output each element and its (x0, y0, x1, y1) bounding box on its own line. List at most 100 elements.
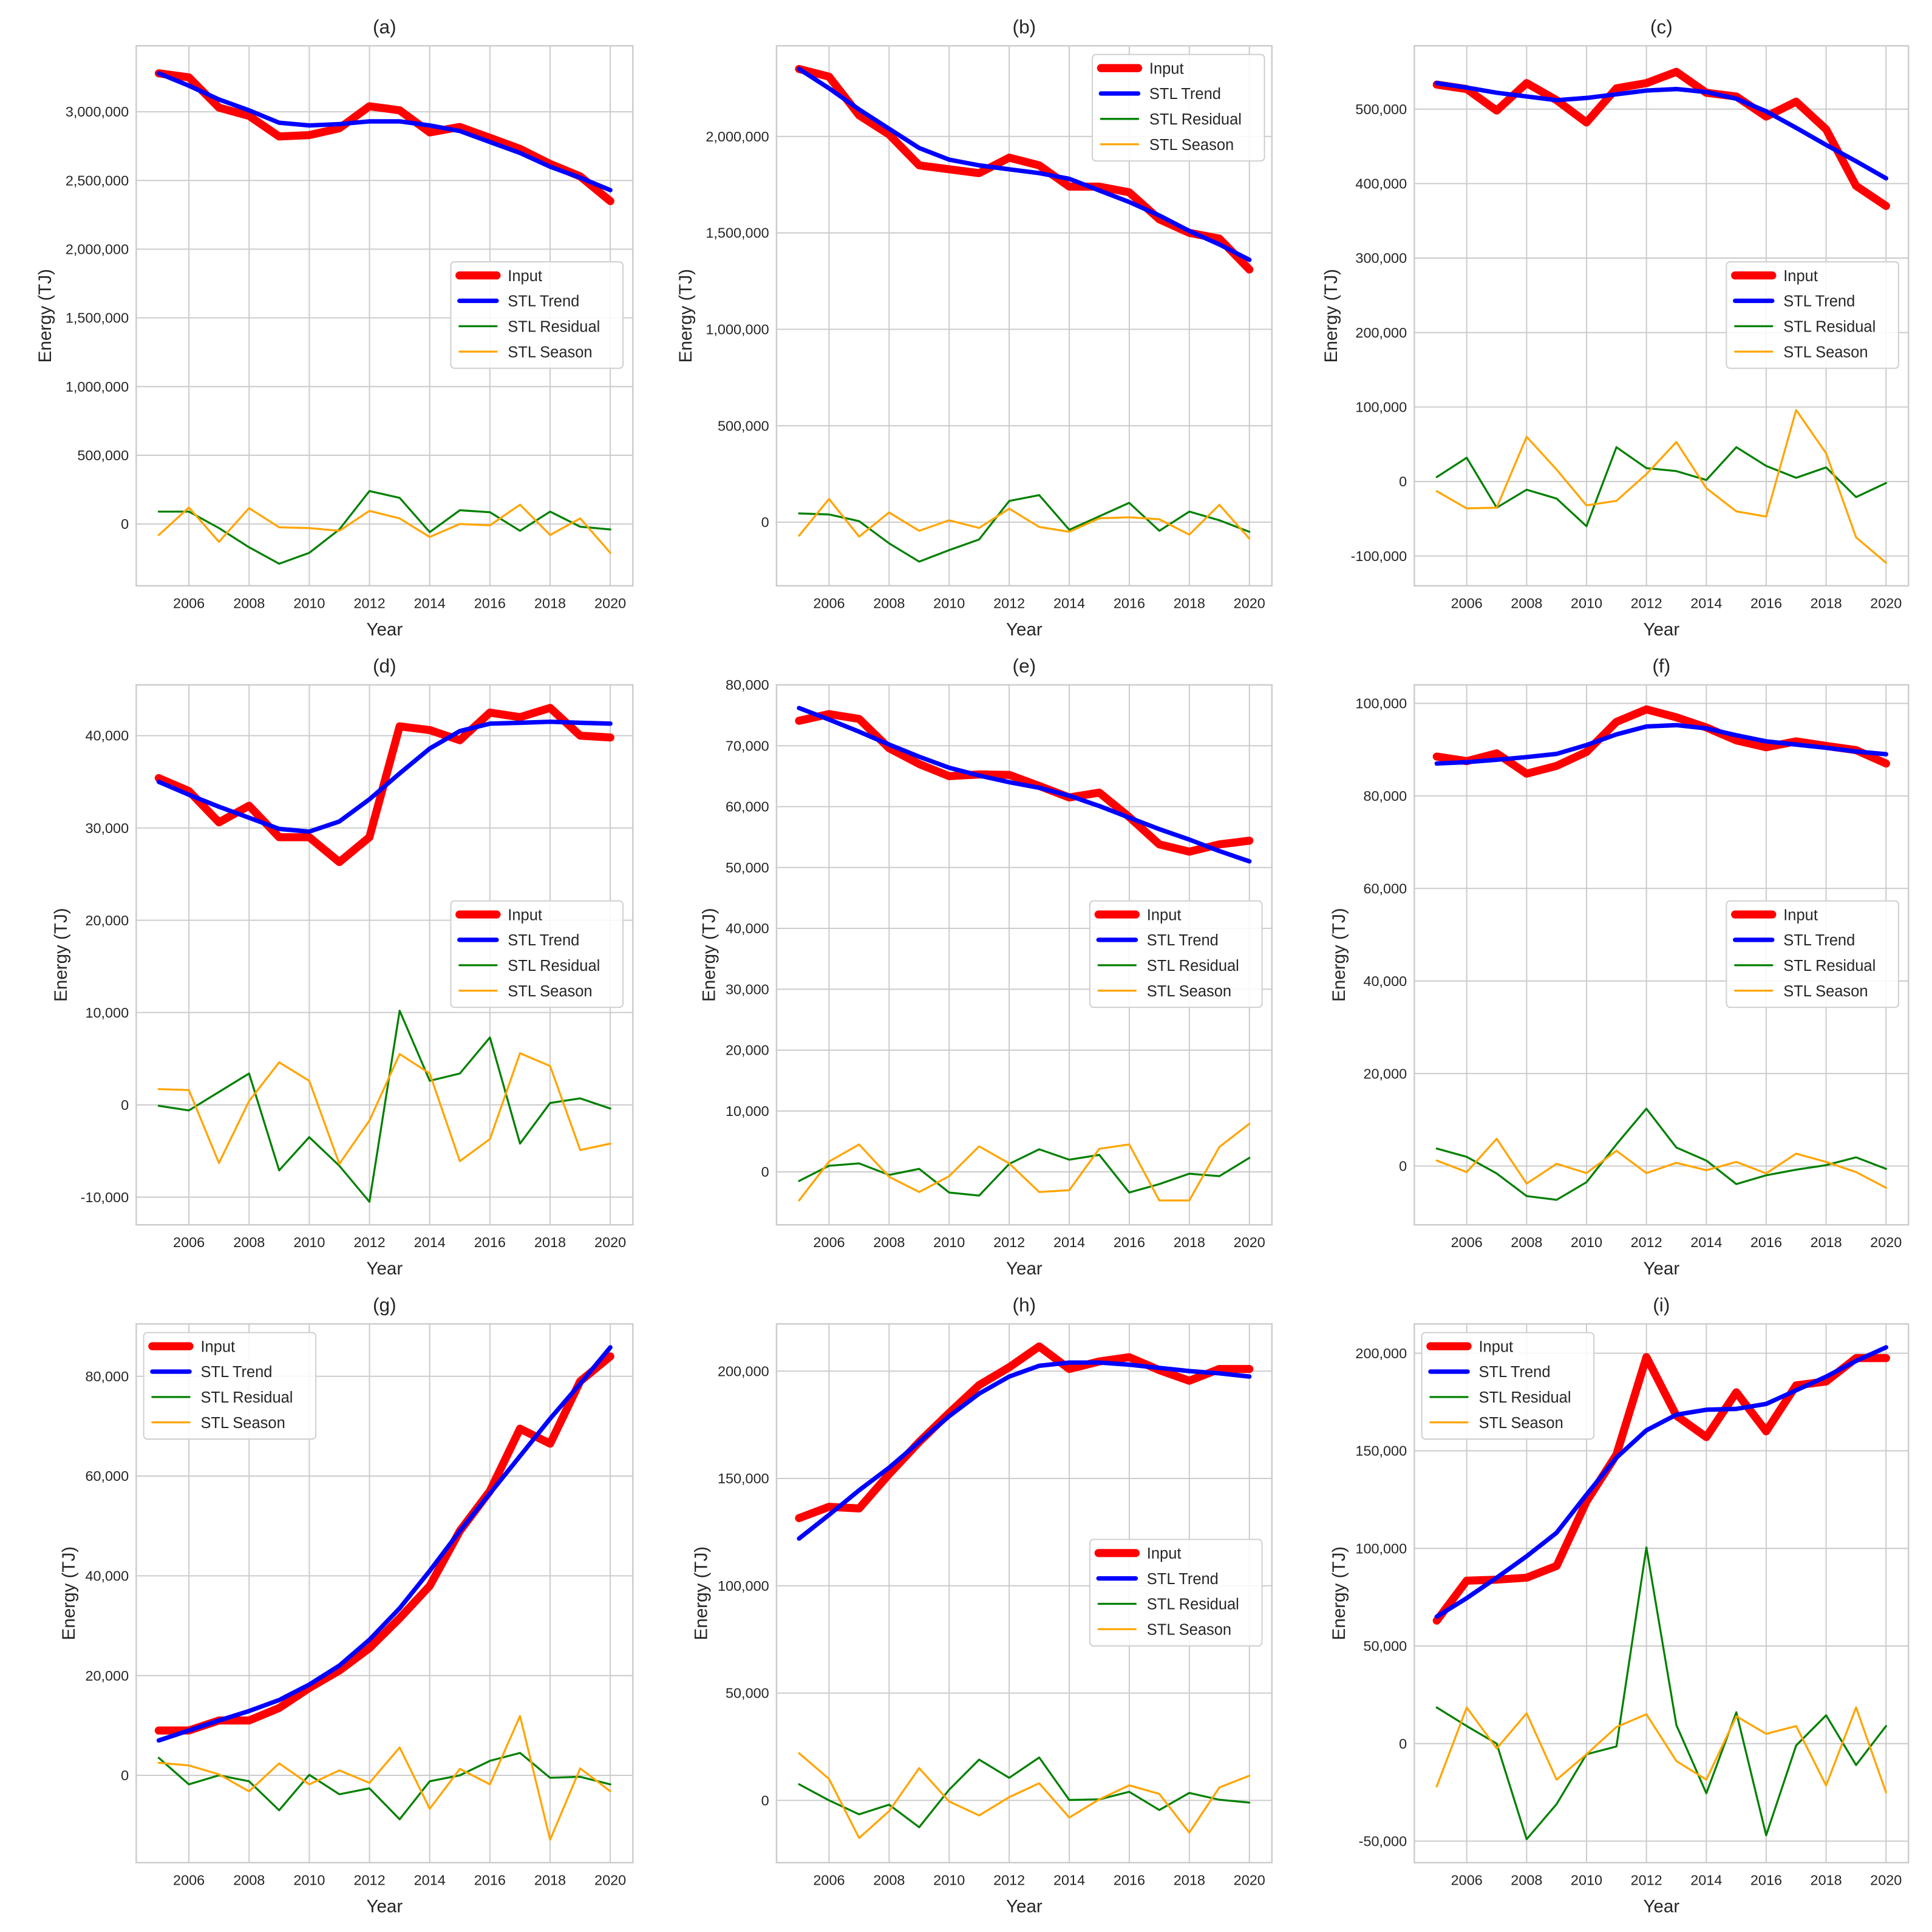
y-tick-label: 60,000 (726, 799, 769, 815)
subplot-i: 2006 2008 2010 2012 2014 2016 2018 2020 -50,000 0… (1329, 1294, 1910, 1916)
series-line-stl-season (1435, 1706, 1887, 1794)
y-axis-label: Energy (TJ) (1329, 908, 1349, 1001)
y-tick-label: 2,500,000 (66, 172, 129, 188)
y-tick-label: 200,000 (718, 1363, 769, 1379)
series-line-stl-trend (156, 71, 613, 192)
subplot-title: (e) (1013, 655, 1036, 677)
series-line-stl-residual (798, 1148, 1251, 1197)
x-tick-label: 2012 (1631, 1872, 1662, 1888)
x-axis-label: Year (366, 619, 403, 639)
x-tick-label: 2014 (414, 596, 446, 611)
y-tick-label: 2,000,000 (66, 242, 129, 257)
x-tick-label: 2008 (873, 596, 905, 611)
series-line-stl-residual (157, 1010, 611, 1203)
legend: Input STL Trend STL Residual STL Season (1726, 261, 1899, 369)
y-axis-label: Energy (TJ) (1321, 269, 1341, 362)
x-tick-label: 2020 (1870, 596, 1902, 611)
y-tick-label: 50,000 (1363, 1638, 1407, 1654)
y-tick-label: 1,000,000 (706, 322, 769, 338)
x-tick-label: 2016 (474, 1872, 506, 1888)
x-axis-label: Year (1643, 1896, 1679, 1916)
x-tick-label: 2008 (233, 1234, 265, 1250)
legend-label: STL Residual (1478, 1389, 1571, 1406)
legend: Input STL Trend STL Residual STL Season (1726, 900, 1899, 1009)
x-tick-label: 2018 (1174, 1872, 1205, 1888)
subplot-title: (i) (1653, 1294, 1670, 1316)
legend-label: Input (508, 268, 542, 285)
legend-label: STL Trend (1147, 932, 1219, 949)
x-tick-label: 2020 (594, 1872, 626, 1888)
subplot-title: (b) (1013, 16, 1036, 38)
x-tick-label: 2008 (233, 596, 265, 611)
y-tick-label: 60,000 (85, 1468, 129, 1484)
y-tick-label: 150,000 (1355, 1443, 1407, 1459)
x-tick-label: 2008 (1511, 1872, 1542, 1888)
series-line-stl-season (798, 498, 1251, 540)
legend-label: Input (1149, 60, 1184, 77)
y-tick-label: 50,000 (726, 1685, 769, 1701)
subplot-a: 2006 2008 2010 2012 2014 2016 2018 2020 0 500,000… (35, 16, 634, 639)
y-tick-label: 40,000 (1363, 973, 1407, 989)
y-tick-label: 30,000 (726, 981, 769, 997)
series-line-stl-residual (798, 494, 1251, 563)
y-tick-label: 40,000 (726, 920, 769, 936)
x-tick-label: 2018 (1174, 1234, 1205, 1250)
y-tick-label: 80,000 (1363, 788, 1407, 804)
x-tick-label: 2010 (1571, 1234, 1602, 1250)
legend-label: STL Season (508, 983, 592, 1000)
legend-box (1092, 53, 1265, 162)
legend-label: STL Season (1783, 983, 1868, 1000)
series-line-stl-trend (797, 66, 1252, 262)
x-tick-label: 2012 (1631, 1234, 1662, 1250)
y-tick-label: 100,000 (1355, 1540, 1407, 1556)
y-tick-label: 70,000 (726, 738, 769, 753)
series-line-input (154, 69, 614, 205)
y-axis-label: Energy (TJ) (699, 908, 719, 1001)
x-tick-label: 2020 (1870, 1872, 1902, 1888)
x-tick-label: 2006 (173, 1234, 205, 1250)
x-tick-label: 2020 (1234, 1234, 1265, 1250)
x-tick-label: 2006 (1451, 1872, 1483, 1888)
x-tick-label: 2010 (933, 1872, 965, 1888)
subplot-c: 2006 2008 2010 2012 2014 2016 2018 2020 -100,000… (1321, 16, 1910, 639)
legend-label: Input (200, 1338, 235, 1355)
legend-label: STL Residual (1783, 957, 1876, 975)
series-line-stl-trend (156, 1345, 613, 1743)
x-tick-label: 2014 (1053, 1872, 1085, 1888)
y-tick-label: 80,000 (85, 1369, 129, 1384)
series-line-stl-residual (1435, 1546, 1887, 1840)
subplot-title: (h) (1013, 1294, 1036, 1316)
y-tick-label: 1,000,000 (66, 379, 129, 395)
x-tick-label: 2018 (534, 1234, 566, 1250)
y-tick-label: 0 (121, 516, 129, 532)
x-tick-label: 2006 (1451, 596, 1483, 611)
x-tick-label: 2008 (1511, 596, 1542, 611)
x-tick-label: 2010 (1571, 596, 1602, 611)
series-line-input (1432, 705, 1890, 778)
x-tick-label: 2020 (1234, 596, 1265, 611)
x-tick-label: 2006 (173, 1872, 205, 1888)
y-tick-label: 300,000 (1355, 250, 1407, 266)
series-line-input (795, 64, 1254, 274)
y-tick-label: 10,000 (726, 1103, 769, 1119)
series-line-stl-season (1435, 409, 1887, 564)
y-tick-label: 10,000 (85, 1005, 129, 1021)
y-tick-label: 0 (761, 514, 769, 530)
y-tick-label: 0 (1399, 474, 1407, 489)
subplot-f: 2006 2008 2010 2012 2014 2016 2018 2020 0 20,000 4… (1329, 655, 1910, 1279)
x-axis-label: Year (1006, 1259, 1043, 1279)
subplot-title: (g) (373, 1294, 396, 1316)
y-axis-label: Energy (TJ) (35, 269, 55, 362)
x-tick-label: 2006 (813, 1234, 845, 1250)
legend-label: STL Trend (1478, 1364, 1550, 1381)
legend: Input STL Trend STL Residual STL Season (1092, 53, 1265, 162)
y-tick-label: 0 (1399, 1158, 1407, 1174)
legend-label: STL Season (1783, 344, 1868, 361)
legend-box (1726, 261, 1899, 369)
y-tick-label: 20,000 (726, 1043, 769, 1058)
legend-label: STL Residual (1147, 1596, 1239, 1613)
series-line-stl-season (1435, 1137, 1887, 1189)
series-line-stl-residual (1435, 1107, 1887, 1201)
x-axis-label: Year (1643, 1259, 1679, 1279)
